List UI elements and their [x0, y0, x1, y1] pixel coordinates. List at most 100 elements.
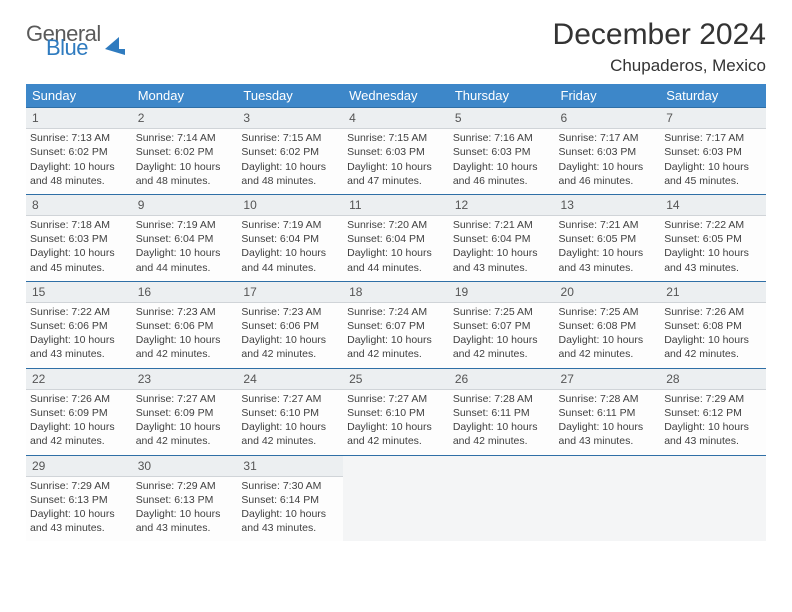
location-label: Chupaderos, Mexico [553, 56, 766, 76]
daylight-line: Daylight: 10 hours and 43 minutes. [559, 246, 657, 274]
calendar-day-cell: 26Sunrise: 7:28 AMSunset: 6:11 PMDayligh… [449, 368, 555, 455]
day-number: 23 [132, 369, 238, 390]
daylight-line: Daylight: 10 hours and 45 minutes. [664, 160, 762, 188]
sunrise-line: Sunrise: 7:17 AM [664, 131, 762, 145]
calendar-day-cell [343, 455, 449, 541]
day-number: 9 [132, 195, 238, 216]
daylight-line: Daylight: 10 hours and 42 minutes. [241, 333, 339, 361]
calendar-day-cell: 24Sunrise: 7:27 AMSunset: 6:10 PMDayligh… [237, 368, 343, 455]
calendar-day-cell: 15Sunrise: 7:22 AMSunset: 6:06 PMDayligh… [26, 281, 132, 368]
calendar-day-cell [555, 455, 661, 541]
sunrise-line: Sunrise: 7:27 AM [136, 392, 234, 406]
day-number: 11 [343, 195, 449, 216]
daylight-line: Daylight: 10 hours and 47 minutes. [347, 160, 445, 188]
sunrise-line: Sunrise: 7:13 AM [30, 131, 128, 145]
weekday-header: Saturday [660, 84, 766, 108]
calendar-day-cell: 4Sunrise: 7:15 AMSunset: 6:03 PMDaylight… [343, 108, 449, 195]
daylight-line: Daylight: 10 hours and 48 minutes. [241, 160, 339, 188]
sunset-line: Sunset: 6:07 PM [453, 319, 551, 333]
daylight-line: Daylight: 10 hours and 46 minutes. [559, 160, 657, 188]
sunrise-line: Sunrise: 7:23 AM [241, 305, 339, 319]
sunset-line: Sunset: 6:08 PM [664, 319, 762, 333]
sunset-line: Sunset: 6:05 PM [559, 232, 657, 246]
sunrise-line: Sunrise: 7:24 AM [347, 305, 445, 319]
calendar-day-cell: 11Sunrise: 7:20 AMSunset: 6:04 PMDayligh… [343, 194, 449, 281]
header: General Blue December 2024 Chupaderos, M… [26, 18, 766, 76]
calendar-day-cell: 8Sunrise: 7:18 AMSunset: 6:03 PMDaylight… [26, 194, 132, 281]
day-number: 12 [449, 195, 555, 216]
day-number: 1 [26, 108, 132, 129]
weekday-header: Monday [132, 84, 238, 108]
daylight-line: Daylight: 10 hours and 44 minutes. [136, 246, 234, 274]
day-number: 15 [26, 282, 132, 303]
weekday-header: Sunday [26, 84, 132, 108]
calendar-day-cell: 13Sunrise: 7:21 AMSunset: 6:05 PMDayligh… [555, 194, 661, 281]
sunset-line: Sunset: 6:03 PM [559, 145, 657, 159]
sunset-line: Sunset: 6:10 PM [241, 406, 339, 420]
day-number: 28 [660, 369, 766, 390]
calendar-day-cell: 3Sunrise: 7:15 AMSunset: 6:02 PMDaylight… [237, 108, 343, 195]
sunrise-line: Sunrise: 7:18 AM [30, 218, 128, 232]
daylight-line: Daylight: 10 hours and 42 minutes. [347, 333, 445, 361]
calendar-day-cell: 5Sunrise: 7:16 AMSunset: 6:03 PMDaylight… [449, 108, 555, 195]
sunrise-line: Sunrise: 7:16 AM [453, 131, 551, 145]
daylight-line: Daylight: 10 hours and 43 minutes. [241, 507, 339, 535]
sunrise-line: Sunrise: 7:28 AM [559, 392, 657, 406]
weekday-header: Wednesday [343, 84, 449, 108]
brand-triangle-icon [105, 37, 119, 49]
daylight-line: Daylight: 10 hours and 48 minutes. [30, 160, 128, 188]
daylight-line: Daylight: 10 hours and 44 minutes. [347, 246, 445, 274]
weekday-header: Friday [555, 84, 661, 108]
sunrise-line: Sunrise: 7:28 AM [453, 392, 551, 406]
calendar-day-cell: 12Sunrise: 7:21 AMSunset: 6:04 PMDayligh… [449, 194, 555, 281]
sunset-line: Sunset: 6:13 PM [30, 493, 128, 507]
sunrise-line: Sunrise: 7:14 AM [136, 131, 234, 145]
sunrise-line: Sunrise: 7:19 AM [241, 218, 339, 232]
sunrise-line: Sunrise: 7:15 AM [347, 131, 445, 145]
calendar-day-cell: 17Sunrise: 7:23 AMSunset: 6:06 PMDayligh… [237, 281, 343, 368]
daylight-line: Daylight: 10 hours and 45 minutes. [30, 246, 128, 274]
day-number: 18 [343, 282, 449, 303]
sunset-line: Sunset: 6:06 PM [241, 319, 339, 333]
sunrise-line: Sunrise: 7:30 AM [241, 479, 339, 493]
day-number: 5 [449, 108, 555, 129]
daylight-line: Daylight: 10 hours and 43 minutes. [664, 246, 762, 274]
calendar-day-cell: 25Sunrise: 7:27 AMSunset: 6:10 PMDayligh… [343, 368, 449, 455]
sunset-line: Sunset: 6:09 PM [30, 406, 128, 420]
calendar-day-cell: 6Sunrise: 7:17 AMSunset: 6:03 PMDaylight… [555, 108, 661, 195]
daylight-line: Daylight: 10 hours and 43 minutes. [559, 420, 657, 448]
day-number: 2 [132, 108, 238, 129]
calendar-day-cell: 28Sunrise: 7:29 AMSunset: 6:12 PMDayligh… [660, 368, 766, 455]
sunrise-line: Sunrise: 7:22 AM [30, 305, 128, 319]
daylight-line: Daylight: 10 hours and 42 minutes. [136, 420, 234, 448]
sunset-line: Sunset: 6:07 PM [347, 319, 445, 333]
day-number: 21 [660, 282, 766, 303]
calendar-week-row: 29Sunrise: 7:29 AMSunset: 6:13 PMDayligh… [26, 455, 766, 541]
daylight-line: Daylight: 10 hours and 43 minutes. [664, 420, 762, 448]
sunset-line: Sunset: 6:11 PM [559, 406, 657, 420]
day-number: 13 [555, 195, 661, 216]
calendar-day-cell: 19Sunrise: 7:25 AMSunset: 6:07 PMDayligh… [449, 281, 555, 368]
daylight-line: Daylight: 10 hours and 42 minutes. [136, 333, 234, 361]
calendar-day-cell: 1Sunrise: 7:13 AMSunset: 6:02 PMDaylight… [26, 108, 132, 195]
daylight-line: Daylight: 10 hours and 42 minutes. [664, 333, 762, 361]
sunrise-line: Sunrise: 7:26 AM [30, 392, 128, 406]
calendar-day-cell [660, 455, 766, 541]
weekday-header: Tuesday [237, 84, 343, 108]
calendar-day-cell: 2Sunrise: 7:14 AMSunset: 6:02 PMDaylight… [132, 108, 238, 195]
sunrise-line: Sunrise: 7:20 AM [347, 218, 445, 232]
sunset-line: Sunset: 6:04 PM [136, 232, 234, 246]
sunset-line: Sunset: 6:05 PM [664, 232, 762, 246]
calendar-day-cell: 31Sunrise: 7:30 AMSunset: 6:14 PMDayligh… [237, 455, 343, 541]
day-number: 27 [555, 369, 661, 390]
daylight-line: Daylight: 10 hours and 42 minutes. [453, 420, 551, 448]
calendar-day-cell: 14Sunrise: 7:22 AMSunset: 6:05 PMDayligh… [660, 194, 766, 281]
day-number: 22 [26, 369, 132, 390]
sunrise-line: Sunrise: 7:19 AM [136, 218, 234, 232]
sunset-line: Sunset: 6:08 PM [559, 319, 657, 333]
day-number: 7 [660, 108, 766, 129]
sunrise-line: Sunrise: 7:23 AM [136, 305, 234, 319]
day-number: 4 [343, 108, 449, 129]
sunrise-line: Sunrise: 7:27 AM [347, 392, 445, 406]
calendar-day-cell: 20Sunrise: 7:25 AMSunset: 6:08 PMDayligh… [555, 281, 661, 368]
